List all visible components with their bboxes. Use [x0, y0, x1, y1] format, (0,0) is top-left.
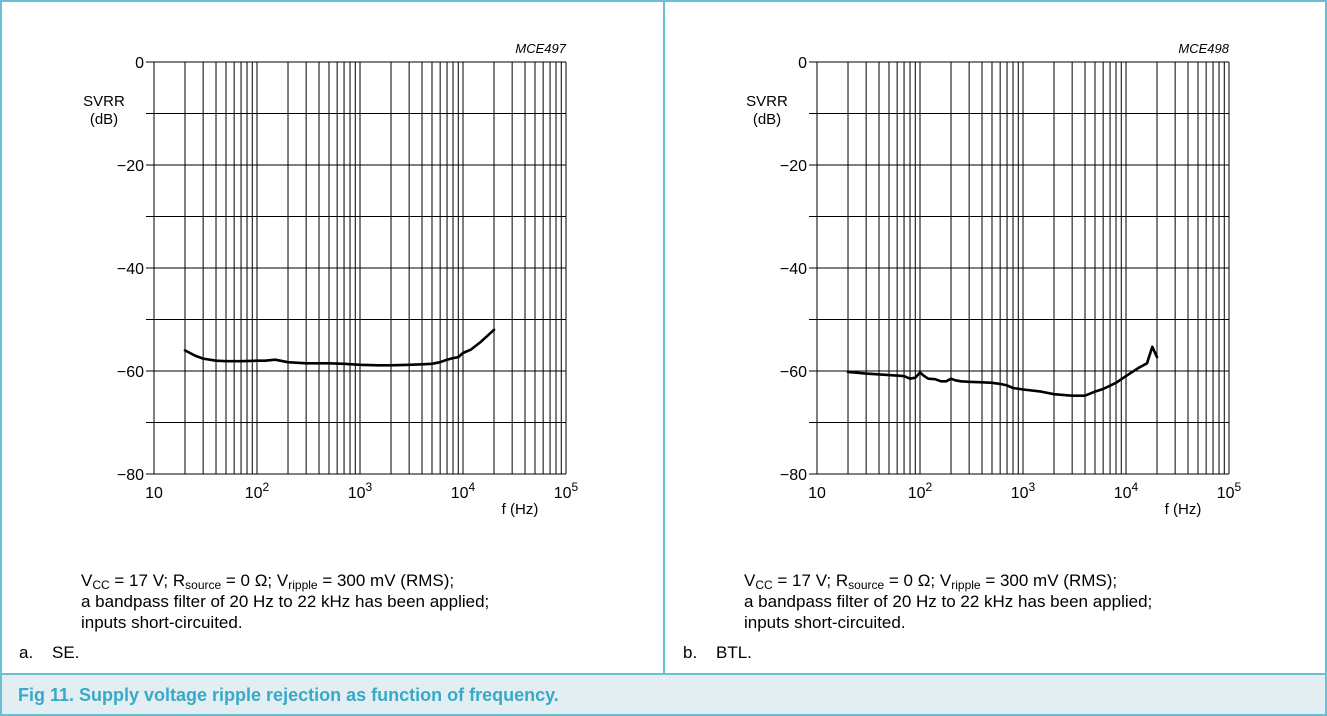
chart-id-label: MCE497: [515, 41, 566, 56]
y-tick-label: −60: [780, 364, 807, 381]
y-tick-label: −60: [117, 364, 144, 381]
y-tick-label: −80: [780, 467, 807, 484]
y-tick-label: −20: [117, 158, 144, 175]
conditions-line-3: inputs short-circuited.: [744, 613, 906, 632]
panel-title: BTL.: [716, 643, 752, 662]
y-tick-label: −40: [117, 261, 144, 278]
y-tick-label: −20: [780, 158, 807, 175]
conditions-line-2: a bandpass filter of 20 Hz to 22 kHz has…: [81, 592, 490, 611]
y-tick-label: 0: [135, 55, 144, 72]
x-tick-label: 103: [348, 480, 373, 502]
conditions-line-3: inputs short-circuited.: [81, 613, 243, 632]
svrr-curve: [846, 345, 1159, 398]
y-axis-unit: (dB): [753, 111, 781, 128]
grid-b: [809, 61, 1230, 475]
y-axis-label: SVRR: [83, 93, 125, 110]
y-axis-label: SVRR: [746, 93, 788, 110]
panel-letter: a.: [19, 643, 34, 662]
x-tick-label: 105: [554, 480, 579, 502]
conditions-line-1: VCC = 17 V; Rsource = 0 Ω; Vripple = 300…: [744, 571, 1118, 592]
x-tick-label: 103: [1011, 480, 1036, 502]
conditions-line-1: VCC = 17 V; Rsource = 0 Ω; Vripple = 300…: [81, 571, 455, 592]
x-tick-label: 105: [1217, 480, 1242, 502]
x-tick-label: 102: [245, 480, 270, 502]
x-tick-label: 104: [451, 480, 476, 502]
conditions-line-2: a bandpass filter of 20 Hz to 22 kHz has…: [744, 592, 1153, 611]
conditions-note-b: VCC = 17 V; Rsource = 0 Ω; Vripple = 300…: [744, 570, 1152, 633]
grid-a: [146, 61, 567, 475]
svrr-curve: [183, 328, 496, 367]
x-tick-label: 10: [808, 485, 826, 502]
panel-letter: b.: [683, 643, 698, 662]
y-tick-label: 0: [798, 55, 807, 72]
x-tick-label: 10: [145, 485, 163, 502]
y-tick-label: −80: [117, 467, 144, 484]
panel-divider: [663, 0, 665, 673]
series-b: [846, 345, 1159, 398]
y-axis-unit: (dB): [90, 111, 118, 128]
x-axis-label: f (Hz): [502, 501, 539, 518]
chart-id-label: MCE498: [1178, 41, 1229, 56]
y-tick-label: −40: [780, 261, 807, 278]
caption-bar: Fig 11. Supply voltage ripple rejection …: [0, 673, 1327, 716]
conditions-note-a: VCC = 17 V; Rsource = 0 Ω; Vripple = 300…: [81, 570, 489, 633]
panel-title: SE.: [52, 643, 80, 662]
x-axis-label: f (Hz): [1165, 501, 1202, 518]
x-tick-label: 102: [908, 480, 933, 502]
series-a: [183, 328, 496, 367]
chart-panel-b: 0 −20 −40 −60 −80 SVRR(dB) 10 102 103 104 105 f (Hz…: [746, 41, 1241, 518]
axes-a: 0 −20 −40 −60 −80 SVRR(dB) 10 102 103 104 105 f (Hz…: [83, 41, 578, 518]
axes-b: 0 −20 −40 −60 −80 SVRR(dB) 10 102 103 104 105 f (Hz…: [746, 41, 1241, 518]
chart-panel-a: 0 −20 −40 −60 −80 SVRR(dB) 10 102 103 104 105 f (Hz…: [83, 41, 578, 518]
figure-caption: Fig 11. Supply voltage ripple rejection …: [18, 685, 559, 705]
x-tick-label: 104: [1114, 480, 1139, 502]
